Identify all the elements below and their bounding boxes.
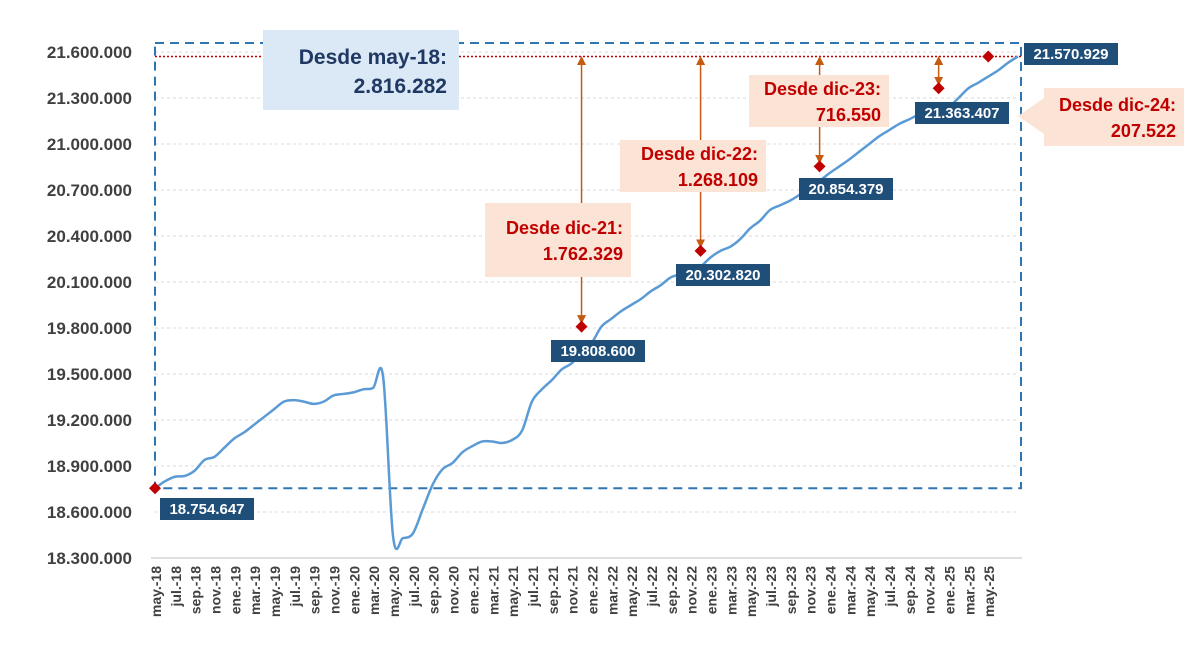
annotation-value: 207.522: [1111, 121, 1176, 141]
marker-label: 21.570.929: [1033, 46, 1108, 63]
x-tick-label: nov.-22: [684, 566, 700, 614]
annotation-title: Desde dic-23:: [764, 79, 881, 99]
y-tick-label: 18.300.000: [47, 549, 132, 568]
x-tick-label: nov.-19: [327, 566, 343, 614]
annotation-box: [485, 203, 631, 277]
x-tick-label: sep.-21: [545, 566, 561, 614]
x-tick-label: nov.-20: [446, 566, 462, 614]
gridlines: [155, 51, 1018, 559]
x-tick-label: ene.-19: [227, 566, 243, 614]
annotation-title: Desde dic-24:: [1059, 95, 1176, 115]
data-marker: [149, 482, 161, 495]
marker-label-box: [551, 340, 645, 362]
data-marker: [982, 50, 995, 63]
marker-label: 20.854.379: [808, 181, 883, 198]
x-tick-label: jul.-24: [882, 566, 898, 608]
y-tick-label: 20.400.000: [47, 227, 132, 246]
x-tick-label: ene.-22: [584, 566, 600, 614]
y-tick-label: 21.300.000: [47, 89, 132, 108]
x-tick-label: jul.-19: [287, 566, 303, 608]
x-tick-label: may.-21: [505, 566, 521, 617]
x-tick-label: may.-18: [148, 566, 164, 617]
y-axis: 18.300.000 18.600.000 18.900.000 19.200.000…: [47, 43, 1022, 568]
y-tick-label: 20.100.000: [47, 273, 132, 292]
x-tick-label: sep.-24: [902, 566, 918, 614]
y-tick-label: 18.900.000: [47, 457, 132, 476]
x-tick-label: mar.-20: [366, 566, 382, 615]
x-tick-label: sep.-19: [307, 566, 323, 614]
marker-labels: 18.754.647 19.808.600 20.302.820 20.854.379…: [160, 43, 1118, 520]
x-tick-label: may.-19: [267, 566, 283, 617]
marker-label-box: [160, 498, 254, 520]
x-tick-label: mar.-22: [604, 566, 620, 615]
x-tick-label: mar.-25: [961, 566, 977, 615]
x-axis: may.-18 jul.-18 sep.-18 nov.-18 ene.-19 mar.-…: [148, 566, 997, 617]
marker-label-box: [915, 102, 1009, 124]
x-tick-label: mar.-21: [485, 566, 501, 615]
annotation-value: 1.762.329: [543, 244, 623, 264]
y-tick-label: 19.500.000: [47, 365, 132, 384]
x-tick-label: jul.-23: [763, 566, 779, 608]
x-tick-label: may.-25: [981, 566, 997, 617]
x-tick-label: nov.-21: [565, 566, 581, 614]
markers: [149, 50, 995, 495]
marker-label-box: [676, 264, 770, 286]
x-tick-label: sep.-23: [783, 566, 799, 614]
x-tick-label: may.-24: [862, 566, 878, 617]
x-tick-label: may.-20: [386, 566, 402, 617]
annotation-value: 1.268.109: [678, 170, 758, 190]
x-tick-label: jul.-18: [168, 566, 184, 608]
x-tick-label: ene.-25: [942, 566, 958, 614]
marker-label-box: [1024, 43, 1118, 65]
x-tick-label: may.-23: [743, 566, 759, 617]
annotation-box: [749, 75, 889, 127]
annotation-title: Desde dic-22:: [641, 144, 758, 164]
x-tick-label: sep.-20: [426, 566, 442, 614]
annotation-pointer: [1018, 98, 1044, 134]
series-line: [154, 55, 1019, 551]
x-tick-label: ene.-23: [703, 566, 719, 614]
y-tick-label: 21.600.000: [47, 43, 132, 62]
data-marker: [813, 160, 826, 173]
annotation-box: [620, 140, 766, 192]
annotation-title: Desde dic-21:: [506, 218, 623, 238]
x-tick-label: mar.-19: [247, 566, 263, 615]
x-tick-label: ene.-21: [465, 566, 481, 614]
annotation-title: Desde may-18:: [299, 46, 447, 69]
y-tick-label: 19.800.000: [47, 319, 132, 338]
x-tick-label: sep.-22: [664, 566, 680, 614]
y-tick-label: 20.700.000: [47, 181, 132, 200]
data-marker: [932, 82, 945, 95]
marker-label-box: [799, 178, 893, 200]
x-tick-label: mar.-24: [842, 566, 858, 615]
x-tick-label: ene.-24: [823, 566, 839, 614]
x-tick-label: sep.-18: [188, 566, 204, 614]
x-tick-label: jul.-21: [525, 566, 541, 608]
x-tick-label: nov.-24: [922, 566, 938, 614]
annotation-box: [263, 30, 459, 110]
y-tick-label: 18.600.000: [47, 503, 132, 522]
y-tick-label: 21.000.000: [47, 135, 132, 154]
annotations: Desde may-18: 2.816.282 Desde dic-21: 1.762…: [263, 30, 1184, 277]
x-tick-label: ene.-20: [346, 566, 362, 614]
annotation-value: 2.816.282: [354, 75, 447, 98]
x-tick-label: mar.-23: [723, 566, 739, 615]
marker-label: 20.302.820: [685, 267, 760, 284]
series: [154, 55, 1019, 551]
x-tick-label: may.-22: [624, 566, 640, 617]
x-tick-label: jul.-22: [644, 566, 660, 608]
data-marker: [575, 320, 588, 333]
marker-label: 21.363.407: [924, 105, 999, 122]
y-tick-label: 19.200.000: [47, 411, 132, 430]
annotation-value: 716.550: [816, 105, 881, 125]
dashed-frame: [154, 42, 1022, 490]
annotation-box: [1044, 88, 1184, 146]
marker-label: 18.754.647: [169, 501, 244, 518]
x-tick-label: nov.-18: [208, 566, 224, 614]
x-tick-label: jul.-20: [406, 566, 422, 608]
data-marker: [694, 244, 707, 257]
x-tick-label: nov.-23: [803, 566, 819, 614]
marker-label: 19.808.600: [560, 343, 635, 360]
